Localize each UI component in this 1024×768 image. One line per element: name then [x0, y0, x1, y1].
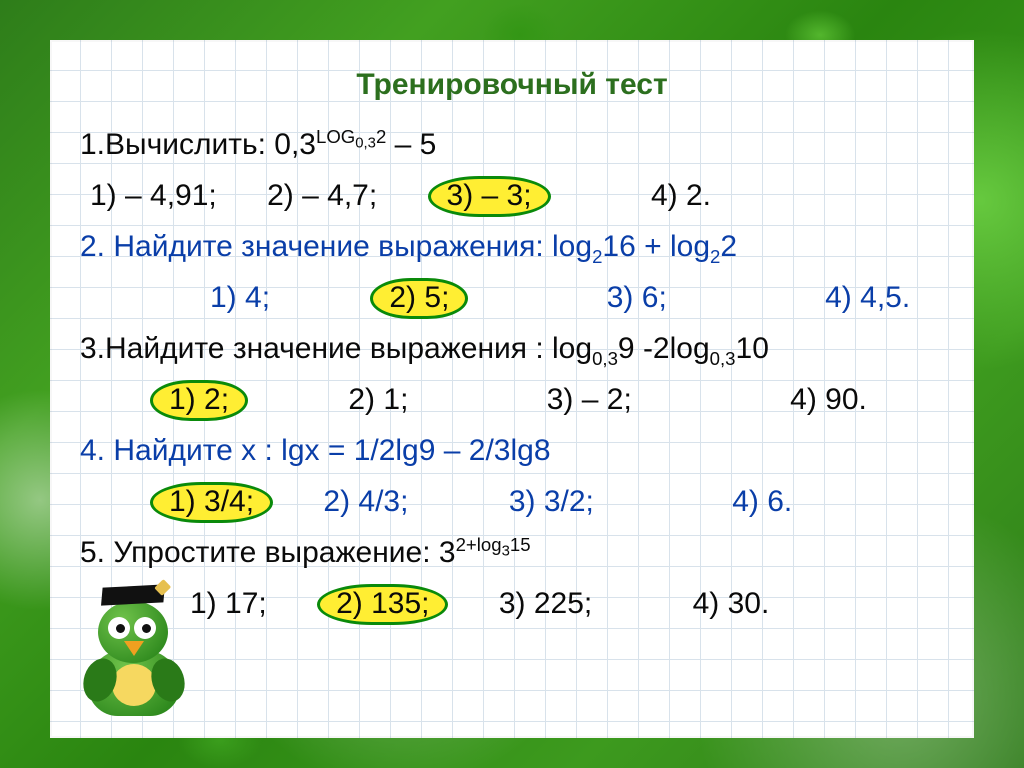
q4-opt-4: 4) 6.	[732, 485, 792, 518]
q2-prompt: 2. Найдите значение выражения: log216 + …	[80, 224, 944, 269]
grid-paper: Тренировочный тест 1.Вычислить: 0,3LOG0,…	[50, 40, 974, 738]
q1-opt-2: 2) – 4,7;	[267, 179, 377, 212]
q3-opt-1-correct: 1) 2;	[150, 380, 248, 421]
q4-opt-1-correct: 1) 3/4;	[150, 482, 273, 523]
owl-mascot-icon	[88, 586, 183, 716]
q3-opt-3: 3) – 2;	[547, 383, 632, 416]
q2-opt-2-correct: 2) 5;	[370, 278, 468, 319]
q2-opt-3: 3) 6;	[607, 281, 667, 314]
q4-prompt: 4. Найдите x : lgx = 1/2lg9 – 2/3lg8	[80, 428, 944, 473]
q5-options: 1) 17; 2) 135; 3) 225; 4) 30.	[80, 581, 944, 626]
q5-opt-4: 4) 30.	[693, 587, 770, 620]
q2-opt-1: 1) 4;	[210, 281, 270, 314]
q1-opt-4: 4) 2.	[651, 179, 711, 212]
q1-options: 1) – 4,91; 2) – 4,7; 3) – 3; 4) 2.	[80, 173, 944, 218]
q1-prompt: 1.Вычислить: 0,3LOG0,32 – 5	[80, 122, 944, 167]
q1-opt-1: 1) – 4,91;	[90, 179, 217, 212]
q2-opt-4: 4) 4,5.	[825, 281, 910, 314]
q3-options: 1) 2; 2) 1; 3) – 2; 4) 90.	[80, 377, 944, 422]
q4-options: 1) 3/4; 2) 4/3; 3) 3/2; 4) 6.	[80, 479, 944, 524]
q3-prompt: 3.Найдите значение выражения : log0,39 -…	[80, 326, 944, 371]
slide-frame: Тренировочный тест 1.Вычислить: 0,3LOG0,…	[0, 0, 1024, 768]
q5-opt-3: 3) 225;	[499, 587, 592, 620]
q2-options: 1) 4; 2) 5; 3) 6; 4) 4,5.	[80, 275, 944, 320]
q5-opt-2-correct: 2) 135;	[317, 584, 448, 625]
q4-opt-3: 3) 3/2;	[509, 485, 594, 518]
slide-title: Тренировочный тест	[80, 68, 944, 102]
q3-opt-4: 4) 90.	[790, 383, 867, 416]
q1-opt-3-correct: 3) – 3;	[428, 176, 551, 217]
q4-opt-2: 2) 4/3;	[323, 485, 408, 518]
q5-prompt: 5. Упростите выражение: 32+log315	[80, 530, 944, 575]
q3-opt-2: 2) 1;	[348, 383, 408, 416]
q5-opt-1: 1) 17;	[190, 587, 267, 620]
